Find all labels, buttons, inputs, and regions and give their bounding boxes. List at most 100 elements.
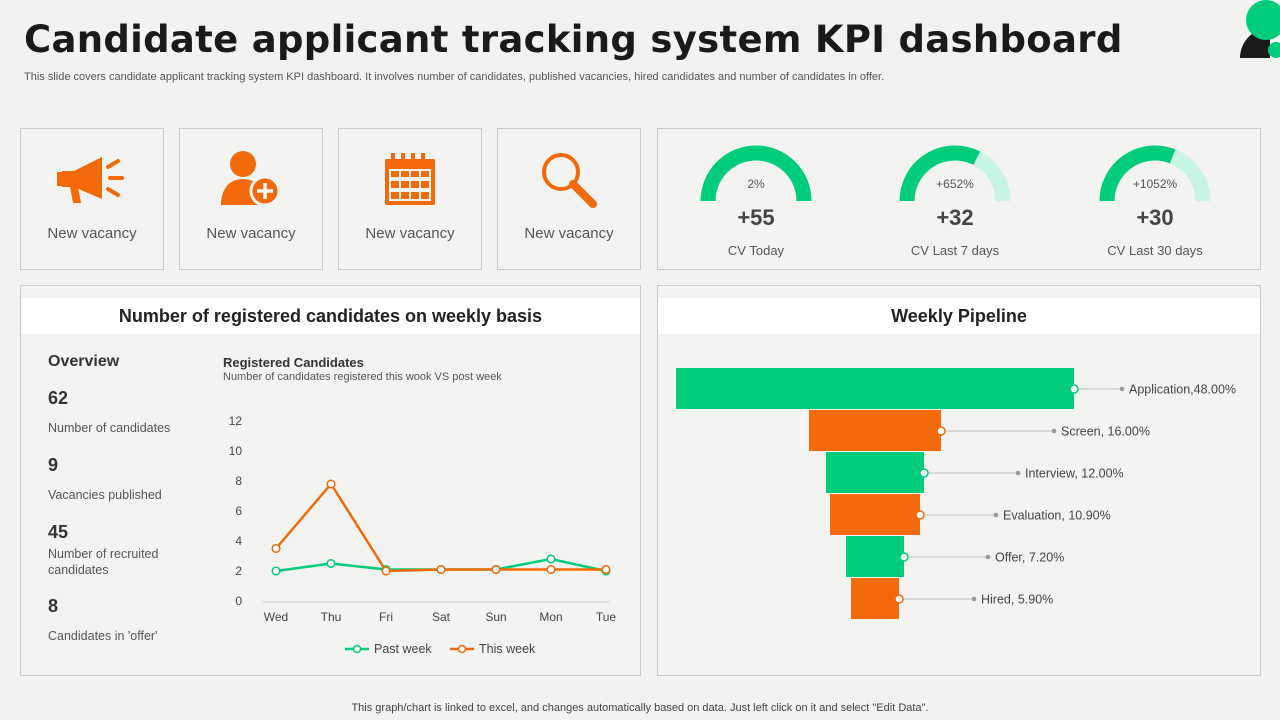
vacancy-card-label: New vacancy [524, 225, 614, 242]
kpi-gauge-7-days: +652% +32 CV Last 7 days [890, 143, 1020, 263]
stat-label: Vacancies published [48, 488, 162, 502]
funnel-label: Evaluation, 10.90% [1003, 509, 1111, 523]
vacancy-card-label: New vacancy [206, 225, 296, 242]
gauge-arc [700, 145, 812, 202]
data-point [546, 564, 556, 575]
y-tick-label: 12 [229, 414, 243, 428]
brand-logo [1240, 0, 1280, 58]
data-point [546, 554, 556, 564]
leader-end-dot [1051, 428, 1057, 434]
leader-end-dot [971, 596, 977, 602]
kpi-gauge-today: 2% +55 CV Today [691, 143, 821, 263]
funnel-bar [809, 410, 941, 451]
stat-label: Candidates in 'offer' [48, 629, 158, 643]
stat-label: Number of candidates [48, 421, 171, 435]
kpi-percent: +1052% [1132, 177, 1178, 191]
weekly-pipeline-panel: Weekly Pipeline Application,48.00% Screen… [657, 285, 1261, 676]
leader-end-dot [993, 512, 999, 518]
y-tick-label: 4 [235, 534, 242, 548]
pipeline-panel-heading: Weekly Pipeline [658, 298, 1260, 334]
vacancy-card-label: New vacancy [47, 225, 137, 242]
kpi-panel: 2% +55 CV Today +652% +32 CV Last 7 days… [657, 128, 1261, 270]
vacancy-card-label: New vacancy [365, 225, 455, 242]
kpi-caption: CV Today [727, 243, 785, 258]
data-point [271, 543, 281, 554]
gauge-arc [1099, 145, 1211, 202]
weekly-panel-heading: Number of registered candidates on weekl… [21, 298, 640, 334]
kpi-percent: 2% [747, 177, 765, 191]
funnel-marker [899, 552, 909, 562]
registered-candidates-line-chart: 0 2 4 6 8 10 12 Wed Thu Fri Sat Sun Mon Tue Past week T… [229, 414, 617, 656]
series-line [275, 481, 606, 573]
y-tick-label: 2 [235, 564, 242, 578]
vacancy-card-4[interactable]: New vacancy [497, 128, 641, 270]
legend-item: This week [450, 642, 536, 656]
page-subtitle: This slide covers candidate applicant tr… [24, 71, 885, 83]
y-tick-label: 0 [235, 594, 242, 608]
funnel-label: Offer, 7.20% [995, 551, 1064, 565]
magnifier-icon [542, 153, 597, 208]
stat-label: Number of recruited candidates [48, 547, 159, 577]
kpi-value: +32 [936, 205, 974, 230]
line-chart-title: Registered Candidates [223, 355, 364, 370]
funnel-label: Interview, 12.00% [1025, 467, 1124, 481]
funnel-marker [894, 594, 904, 604]
vacancy-card-2[interactable]: New vacancy [179, 128, 323, 270]
stat-value: 62 [48, 388, 69, 408]
leader-end-dot [1015, 470, 1021, 476]
calendar-icon [385, 153, 435, 205]
stat-value: 45 [48, 522, 69, 542]
funnel-bar [846, 536, 904, 577]
funnel-bar [830, 494, 920, 535]
stat-value: 9 [48, 455, 59, 475]
add-user-icon [221, 151, 281, 207]
leader-end-dot [985, 554, 991, 560]
x-tick-label: Sun [485, 610, 506, 624]
funnel-label: Application,48.00% [1129, 383, 1236, 397]
funnel-marker [1069, 384, 1079, 394]
gauge-arc [899, 145, 1011, 202]
data-point [381, 566, 391, 576]
vacancy-card-1[interactable]: New vacancy [20, 128, 164, 270]
x-tick-label: Fri [379, 610, 393, 624]
funnel-marker [915, 510, 925, 520]
data-point [491, 564, 501, 575]
kpi-value: +30 [1136, 205, 1174, 230]
page-title: Candidate applicant tracking system KPI … [24, 18, 1123, 61]
funnel-label: Hired, 5.90% [981, 593, 1053, 607]
line-chart-subtitle: Number of candidates registered this woo… [223, 371, 502, 383]
kpi-value: +55 [737, 205, 775, 230]
kpi-caption: CV Last 7 days [910, 243, 1000, 258]
gauge-fill [899, 145, 981, 202]
gauge-fill [1099, 145, 1176, 202]
kpi-caption: CV Last 30 days [1107, 243, 1203, 258]
data-point [601, 564, 611, 575]
kpi-percent: +652% [936, 177, 974, 191]
gauge-fill [700, 145, 812, 202]
legend-item: Past week [345, 642, 432, 656]
weekly-pipeline-funnel-chart: Application,48.00% Screen, 16.00% Intervie… [676, 368, 1236, 619]
funnel-bar [826, 452, 924, 493]
funnel-marker [919, 468, 929, 478]
y-tick-label: 8 [235, 474, 242, 488]
funnel-label: Screen, 16.00% [1061, 425, 1150, 439]
vacancy-card-3[interactable]: New vacancy [338, 128, 482, 270]
kpi-gauge-30-days: +1052% +30 CV Last 30 days [1090, 143, 1220, 263]
legend-label: This week [479, 642, 536, 656]
funnel-bar [676, 368, 1074, 409]
x-tick-label: Wed [264, 610, 288, 624]
funnel-marker [936, 426, 946, 436]
x-tick-label: Tue [596, 610, 617, 624]
legend-marker [457, 644, 467, 654]
funnel-bar [851, 578, 899, 619]
megaphone-icon [57, 157, 124, 203]
x-tick-label: Sat [432, 610, 451, 624]
weekly-candidates-panel: Number of registered candidates on weekl… [20, 285, 641, 676]
legend-label: Past week [374, 642, 432, 656]
overview-title: Overview [48, 353, 120, 370]
x-tick-label: Thu [321, 610, 342, 624]
y-tick-label: 10 [229, 444, 243, 458]
data-point [326, 479, 336, 489]
leader-end-dot [1119, 386, 1125, 392]
data-point [436, 564, 446, 575]
